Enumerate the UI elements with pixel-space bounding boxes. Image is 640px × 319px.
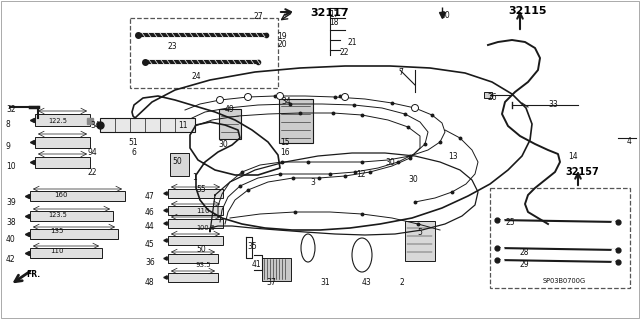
Circle shape bbox=[244, 93, 252, 100]
Bar bbox=[490, 188, 630, 288]
Text: 31: 31 bbox=[320, 278, 330, 287]
Text: 7: 7 bbox=[398, 68, 403, 77]
Text: 26: 26 bbox=[488, 93, 498, 102]
Bar bbox=[168, 273, 218, 282]
Text: 32: 32 bbox=[6, 105, 15, 114]
Text: 39: 39 bbox=[6, 198, 16, 207]
Text: 9: 9 bbox=[6, 142, 11, 151]
Text: 48: 48 bbox=[145, 278, 155, 287]
Text: 16: 16 bbox=[280, 148, 290, 157]
Text: 38: 38 bbox=[6, 218, 15, 227]
Text: 24: 24 bbox=[192, 72, 202, 81]
Bar bbox=[168, 206, 223, 215]
Bar bbox=[30, 229, 118, 239]
Text: 30: 30 bbox=[218, 140, 228, 149]
Circle shape bbox=[412, 105, 419, 112]
Text: 34: 34 bbox=[90, 121, 100, 130]
Text: 20: 20 bbox=[277, 40, 287, 49]
Text: 29: 29 bbox=[520, 260, 530, 269]
Text: 21: 21 bbox=[348, 38, 358, 47]
Text: 22: 22 bbox=[340, 48, 349, 57]
Bar bbox=[168, 219, 223, 228]
Bar bbox=[168, 189, 223, 198]
Text: 42: 42 bbox=[6, 255, 15, 264]
Text: 50: 50 bbox=[196, 245, 205, 254]
Text: 14: 14 bbox=[568, 152, 578, 161]
Bar bbox=[168, 236, 223, 245]
Text: 8: 8 bbox=[6, 120, 11, 129]
FancyBboxPatch shape bbox=[262, 257, 291, 280]
Text: 35: 35 bbox=[247, 242, 257, 251]
Text: 45: 45 bbox=[145, 240, 155, 249]
Text: 17: 17 bbox=[329, 10, 339, 19]
Text: 22: 22 bbox=[88, 168, 97, 177]
Text: 55: 55 bbox=[196, 185, 205, 194]
Bar bbox=[100, 118, 195, 132]
Text: 33: 33 bbox=[548, 100, 557, 109]
Text: 110: 110 bbox=[196, 208, 209, 214]
Text: 50: 50 bbox=[172, 157, 182, 166]
Text: 94: 94 bbox=[88, 148, 98, 157]
Bar bbox=[35, 137, 90, 148]
Bar bbox=[30, 211, 113, 221]
Text: 40: 40 bbox=[6, 235, 16, 244]
Text: 25: 25 bbox=[506, 218, 516, 227]
Text: 30: 30 bbox=[385, 158, 395, 167]
Bar bbox=[168, 254, 218, 263]
FancyBboxPatch shape bbox=[170, 152, 189, 175]
Text: 93.5: 93.5 bbox=[196, 262, 212, 268]
Bar bbox=[30, 248, 102, 258]
Text: 12: 12 bbox=[356, 170, 365, 179]
Bar bbox=[30, 191, 125, 201]
Bar bbox=[484, 92, 492, 98]
Text: 44: 44 bbox=[145, 222, 155, 231]
Text: 2: 2 bbox=[400, 278, 404, 287]
Circle shape bbox=[216, 97, 223, 103]
Text: 49: 49 bbox=[225, 105, 235, 114]
Circle shape bbox=[276, 93, 284, 100]
Text: 122.5: 122.5 bbox=[48, 118, 67, 124]
Text: 4: 4 bbox=[627, 137, 632, 146]
Text: 32115: 32115 bbox=[508, 6, 547, 16]
Text: 13: 13 bbox=[448, 152, 458, 161]
Text: 160: 160 bbox=[54, 192, 67, 198]
Text: 19: 19 bbox=[277, 32, 287, 41]
Text: 46: 46 bbox=[145, 208, 155, 217]
Text: 37: 37 bbox=[266, 278, 276, 287]
Text: 110: 110 bbox=[50, 248, 63, 254]
Text: 32157: 32157 bbox=[565, 167, 599, 177]
Text: 36: 36 bbox=[145, 258, 155, 267]
Text: 47: 47 bbox=[145, 192, 155, 201]
Text: 18: 18 bbox=[329, 18, 339, 27]
FancyBboxPatch shape bbox=[405, 221, 435, 261]
Text: 10: 10 bbox=[6, 162, 15, 171]
Text: 15: 15 bbox=[280, 138, 290, 147]
Text: FR.: FR. bbox=[26, 270, 40, 279]
Text: 23: 23 bbox=[168, 42, 178, 51]
Text: 43: 43 bbox=[362, 278, 372, 287]
Text: 6: 6 bbox=[131, 148, 136, 157]
Bar bbox=[35, 157, 90, 168]
Text: 100.5: 100.5 bbox=[196, 225, 215, 231]
Text: 135: 135 bbox=[50, 228, 63, 234]
Bar bbox=[35, 114, 90, 126]
Text: 3: 3 bbox=[310, 178, 315, 187]
Text: 123.5: 123.5 bbox=[48, 212, 67, 218]
FancyBboxPatch shape bbox=[279, 99, 313, 143]
Circle shape bbox=[342, 93, 349, 100]
Text: 1: 1 bbox=[192, 173, 196, 182]
Text: SP03B0700G: SP03B0700G bbox=[543, 278, 586, 284]
Text: 51: 51 bbox=[128, 138, 138, 147]
Text: 27: 27 bbox=[253, 12, 262, 21]
Text: 34: 34 bbox=[281, 97, 291, 106]
Text: 32117: 32117 bbox=[310, 8, 349, 18]
Text: 28: 28 bbox=[520, 248, 529, 257]
FancyBboxPatch shape bbox=[219, 109, 241, 139]
Text: 41: 41 bbox=[252, 260, 262, 269]
Text: 5: 5 bbox=[417, 228, 422, 237]
Bar bbox=[130, 18, 278, 88]
Text: 30: 30 bbox=[408, 175, 418, 184]
Text: 11: 11 bbox=[178, 121, 188, 130]
Text: 30: 30 bbox=[440, 11, 450, 20]
